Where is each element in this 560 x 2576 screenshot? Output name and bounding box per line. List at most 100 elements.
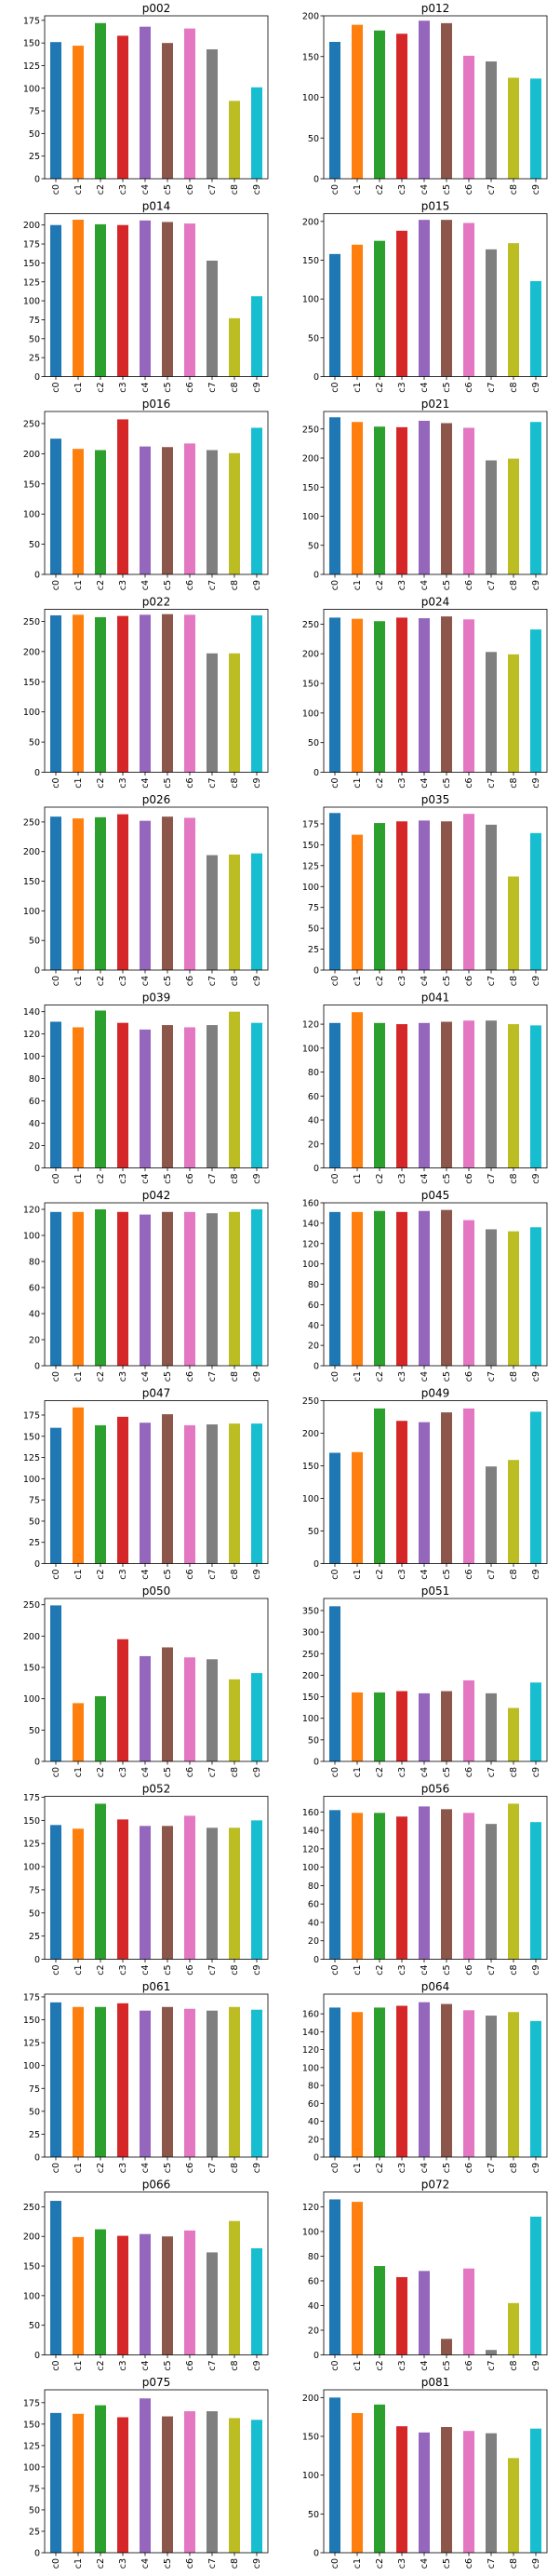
y-tick-label: 125 [23,61,40,72]
x-tick-label: c4 [420,184,430,195]
bar [374,1210,385,1366]
x-tick-label: c5 [163,1965,173,1976]
bar [162,2006,173,2157]
y-tick-label: 0 [313,1164,319,1174]
x-tick-label: c0 [51,976,61,986]
bar [117,2417,128,2553]
x-tick-label: c2 [375,1767,385,1777]
bar [95,1424,106,1564]
bar [207,48,218,179]
bar [50,1211,61,1366]
x-tick-label: c9 [531,580,541,590]
bar [329,813,340,970]
y-tick-label: 75 [29,2084,40,2095]
bar [530,1227,541,1366]
x-tick-label: c2 [96,2558,106,2569]
bar [117,35,128,180]
y-tick-label: 20 [308,1342,319,1352]
x-tick-label: c2 [375,2361,385,2371]
bar [508,2012,519,2157]
bar [463,619,474,773]
x-tick-label: c9 [252,2361,262,2371]
y-tick-label: 140 [302,1219,319,1229]
bar [530,78,541,179]
bar [73,1027,84,1168]
x-tick-label: c1 [353,580,363,590]
x-tick-label: c5 [163,778,173,789]
y-tick-label: 150 [23,259,40,269]
bar [162,43,173,179]
bar [73,2413,84,2553]
y-tick-label: 100 [302,1714,319,1724]
bar [441,1412,452,1564]
x-tick-label: c4 [420,2558,430,2569]
x-tick-label: c5 [163,1767,173,1777]
y-tick-label: 80 [308,1881,319,1892]
x-tick-label: c3 [397,1570,407,1580]
y-tick-label: 0 [313,2153,319,2164]
bar [352,24,363,179]
x-tick-label: c0 [51,1570,61,1580]
bar [184,1211,195,1366]
bar [95,1209,106,1366]
y-tick-label: 0 [34,1559,40,1570]
plot-frame [323,1005,548,1168]
x-tick-label: c2 [96,1174,106,1184]
x-tick-label: c4 [420,976,430,986]
x-tick-label: c4 [140,1570,151,1580]
y-tick-label: 175 [23,16,40,26]
y-tick-label: 175 [23,1992,40,2003]
bar [207,2252,218,2355]
plot-frame [323,1796,548,1960]
x-tick-label: c5 [163,1174,173,1184]
bar [374,30,385,179]
bar [50,2201,61,2355]
x-tick-label: c4 [420,2361,430,2371]
bar [73,614,84,773]
x-tick-label: c4 [420,2163,430,2173]
bar [50,2002,61,2157]
bar [441,220,452,377]
bar [508,458,519,574]
x-tick-label: c7 [487,1174,497,1184]
x-tick-label: c4 [140,580,151,590]
x-tick-label: c8 [230,383,240,393]
y-tick-label: 80 [308,1068,319,1078]
bar [530,1682,541,1761]
bar [441,423,452,574]
chart-title: p061 [142,1980,171,1993]
bar [352,2202,363,2355]
chart-p066: p066 0 50 100 150 200 250 c0 c1 c2 c3 c4 c5 c6 c7 c8 c9 [23,2178,269,2371]
y-tick-label: 0 [34,2549,40,2559]
bar [229,1827,240,1960]
y-tick-label: 50 [308,333,319,344]
bar [184,28,195,179]
x-tick-label: c8 [230,1371,240,1382]
x-tick-label: c7 [207,778,218,789]
plot-frame [44,2192,269,2355]
x-tick-label: c7 [487,1371,497,1382]
x-tick-label: c8 [509,1174,519,1184]
bar [530,629,541,773]
y-tick-label: 250 [23,2203,40,2213]
bar [73,1407,84,1564]
bar [117,1416,128,1564]
bar [95,223,106,377]
x-tick-label: c8 [230,778,240,789]
y-tick-label: 100 [23,2462,40,2473]
chart-title: p045 [421,1189,450,1202]
y-tick-label: 150 [302,52,319,62]
plot-frame [323,609,548,773]
x-tick-label: c4 [140,1965,151,1976]
x-tick-label: c3 [118,383,128,393]
x-tick-label: c1 [353,1965,363,1976]
x-tick-label: c2 [375,383,385,393]
y-tick-label: 250 [23,419,40,429]
bar [73,1828,84,1960]
y-tick-label: 80 [29,1258,40,1268]
bar [229,1211,240,1366]
bar [329,42,340,179]
bar [463,427,474,574]
bar [207,2010,218,2157]
x-tick-label: c7 [207,1371,218,1382]
